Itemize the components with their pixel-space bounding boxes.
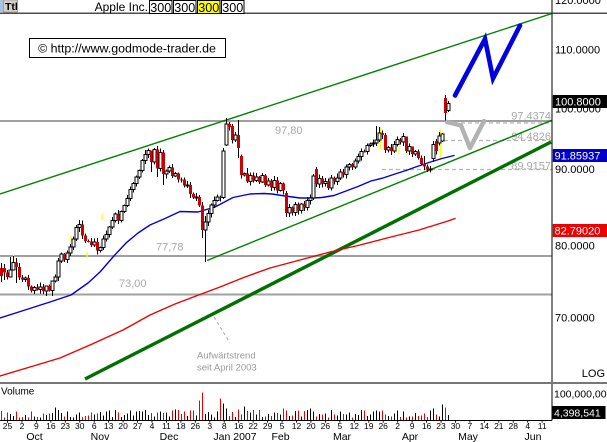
svg-text:30: 30 [451, 421, 461, 431]
svg-text:97.4374: 97.4374 [511, 111, 551, 123]
svg-text:7: 7 [468, 421, 473, 431]
svg-text:Jan 2007: Jan 2007 [213, 431, 256, 442]
svg-text:16: 16 [422, 421, 432, 431]
svg-text:73,00: 73,00 [119, 278, 147, 290]
svg-text:70.0000: 70.0000 [555, 313, 595, 325]
svg-text:Oct: Oct [26, 431, 42, 442]
svg-text:8: 8 [222, 421, 227, 431]
svg-text:Volume: Volume [1, 387, 35, 398]
svg-text:2: 2 [20, 421, 25, 431]
svg-text:LOG: LOG [582, 368, 605, 380]
svg-text:Mar: Mar [333, 431, 352, 442]
svg-text:20: 20 [306, 421, 316, 431]
svg-text:300: 300 [174, 1, 195, 15]
svg-text:77,78: 77,78 [156, 242, 184, 254]
svg-text:29: 29 [263, 421, 273, 431]
svg-text:97,80: 97,80 [275, 125, 303, 137]
svg-text:30: 30 [75, 421, 85, 431]
svg-text:11: 11 [538, 421, 547, 431]
svg-text:13: 13 [104, 421, 114, 431]
svg-text:9: 9 [410, 421, 415, 431]
svg-text:300: 300 [222, 1, 243, 15]
svg-text:Dec: Dec [160, 431, 179, 442]
svg-text:89.9157: 89.9157 [511, 161, 551, 173]
svg-text:3: 3 [207, 421, 212, 431]
svg-text:11: 11 [162, 421, 171, 431]
svg-text:© http://www.godmode-trader.de: © http://www.godmode-trader.de [38, 42, 216, 56]
svg-text:2: 2 [395, 421, 400, 431]
svg-text:18: 18 [176, 421, 186, 431]
svg-text:110.0000: 110.0000 [555, 45, 600, 57]
svg-text:4,398,541: 4,398,541 [554, 408, 601, 420]
svg-text:Apr: Apr [402, 431, 419, 442]
svg-text:21: 21 [494, 421, 504, 431]
svg-text:14: 14 [480, 421, 490, 431]
svg-text:23: 23 [61, 421, 71, 431]
svg-text:26: 26 [191, 421, 201, 431]
svg-text:100.8000: 100.8000 [555, 97, 601, 109]
svg-text:Jun: Jun [525, 431, 542, 442]
svg-text:Aufwärtstrend: Aufwärtstrend [197, 351, 256, 362]
svg-text:27: 27 [133, 421, 143, 431]
svg-text:25: 25 [3, 421, 13, 431]
svg-text:6: 6 [92, 421, 97, 431]
svg-text:28: 28 [509, 421, 519, 431]
svg-text:26: 26 [321, 421, 331, 431]
svg-text:19: 19 [364, 421, 374, 431]
svg-text:120.0000: 120.0000 [555, 0, 601, 7]
svg-text:26: 26 [378, 421, 388, 431]
svg-text:Feb: Feb [271, 431, 289, 442]
svg-text:91.85937: 91.85937 [555, 151, 601, 163]
svg-text:80.0000: 80.0000 [555, 241, 595, 253]
svg-text:22: 22 [248, 421, 258, 431]
svg-text:Apple Inc.: Apple Inc. [95, 0, 148, 14]
svg-text:May: May [458, 431, 479, 442]
svg-text:300: 300 [198, 1, 219, 15]
svg-text:4: 4 [525, 421, 530, 431]
svg-text:82.79020: 82.79020 [555, 226, 601, 238]
svg-text:9: 9 [34, 421, 39, 431]
svg-text:Nov: Nov [91, 431, 110, 442]
svg-text:12: 12 [350, 421, 360, 431]
svg-text:94.4826: 94.4826 [511, 131, 551, 143]
svg-text:100,000,000: 100,000,000 [554, 389, 607, 401]
svg-text:23: 23 [436, 421, 446, 431]
svg-text:5: 5 [337, 421, 342, 431]
svg-text:90.0000: 90.0000 [555, 164, 595, 176]
svg-text:20: 20 [118, 421, 128, 431]
svg-text:16: 16 [234, 421, 244, 431]
svg-text:16: 16 [46, 421, 56, 431]
svg-text:seit April 2003: seit April 2003 [197, 363, 257, 374]
svg-text:4: 4 [150, 421, 155, 431]
svg-text:12: 12 [292, 421, 302, 431]
svg-text:300: 300 [150, 1, 171, 15]
svg-text:Ttl: Ttl [5, 1, 18, 13]
svg-text:5: 5 [280, 421, 285, 431]
